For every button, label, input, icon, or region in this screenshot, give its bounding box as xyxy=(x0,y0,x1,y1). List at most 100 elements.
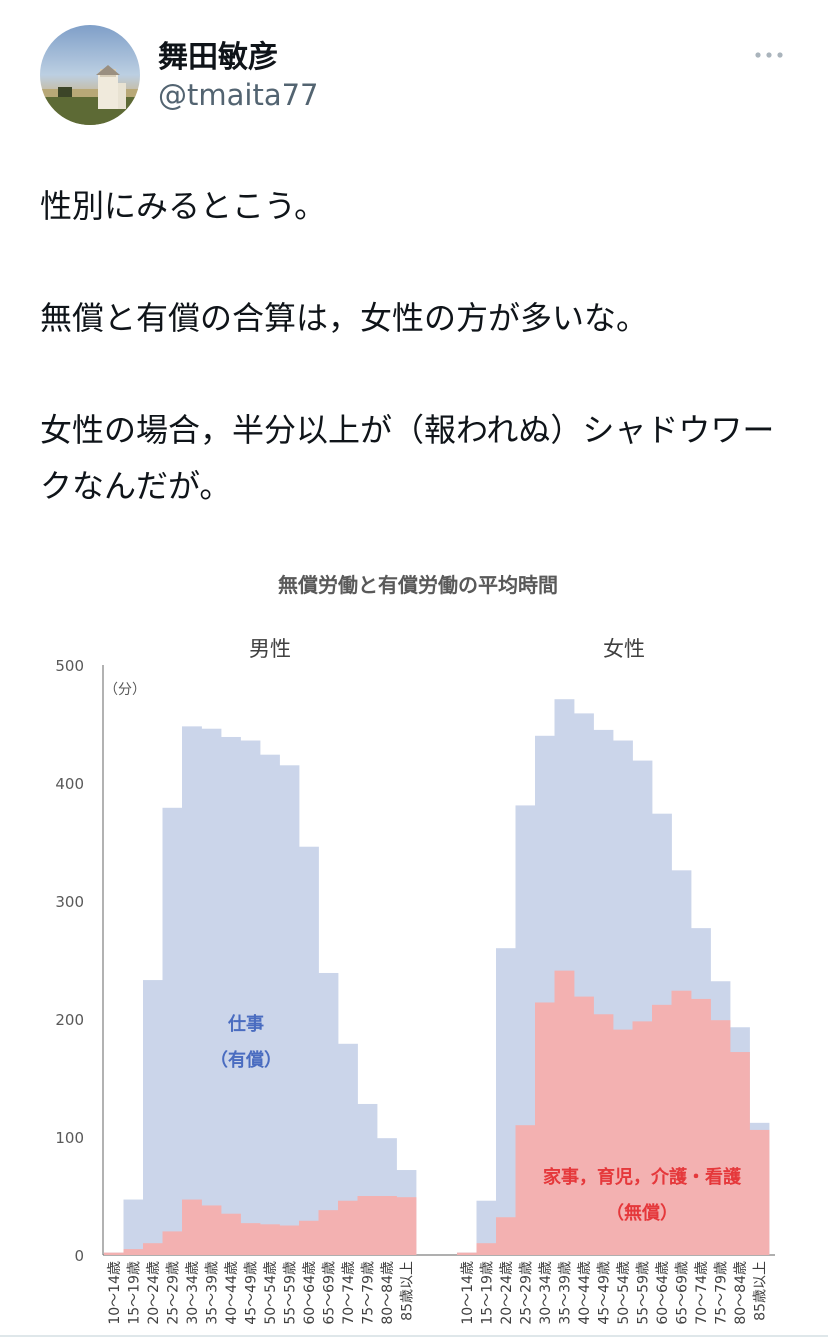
bar-paid xyxy=(162,807,183,1255)
bar-paid xyxy=(279,765,300,1255)
chart-title: 無償労働と有償労働の平均時間 xyxy=(278,573,558,597)
bar-unpaid xyxy=(221,1213,241,1255)
x-tick-label: 25～29歳 xyxy=(518,1261,534,1325)
y-tick-label: 200 xyxy=(55,1011,84,1029)
x-tick-label: 85歳以上 xyxy=(399,1261,415,1321)
bar-paid xyxy=(240,740,261,1255)
bar-unpaid xyxy=(515,1125,536,1255)
bar-unpaid xyxy=(730,1052,750,1255)
bar-paid xyxy=(123,1199,144,1255)
y-tick-label: 400 xyxy=(55,775,84,793)
y-tick-label: 0 xyxy=(74,1247,84,1265)
bar-unpaid xyxy=(535,1002,555,1255)
bar-unpaid xyxy=(162,1231,183,1255)
x-tick-label: 15～19歳 xyxy=(126,1261,142,1325)
annotation-paid-sub: （有償） xyxy=(210,1049,282,1071)
bar-paid xyxy=(182,726,202,1255)
y-unit-label: （分） xyxy=(104,682,146,698)
author-handle[interactable]: @tmaita77 xyxy=(158,78,319,112)
x-tick-label: 30～34歳 xyxy=(185,1261,201,1325)
bar-unpaid xyxy=(357,1196,378,1255)
attached-chart-image[interactable]: 無償労働と有償労働の平均時間 男性 女性 （分） 0 100 200 300 400 50… xyxy=(0,548,828,1335)
annotation-unpaid: 家事，育児，介護・看護 xyxy=(543,1166,742,1188)
bar-paid xyxy=(221,736,241,1255)
bar-unpaid xyxy=(299,1220,319,1255)
bar-unpaid xyxy=(240,1223,261,1255)
avatar[interactable] xyxy=(40,25,140,125)
bar-unpaid xyxy=(671,990,692,1255)
bar-paid xyxy=(299,846,319,1255)
bar-unpaid xyxy=(279,1225,300,1255)
x-tick-label: 75～79歳 xyxy=(713,1261,729,1325)
bar-unpaid xyxy=(632,1021,653,1255)
bar-paid xyxy=(318,972,339,1255)
tweet-paragraph: 女性の場合，半分以上が（報われぬ）シャドウワークなんだが。 xyxy=(40,411,775,505)
x-tick-label: 75～79歳 xyxy=(360,1261,376,1325)
bar-unpaid xyxy=(318,1210,339,1255)
bar-unpaid xyxy=(260,1224,280,1255)
author-name[interactable]: 舞田敏彦 xyxy=(158,40,278,75)
x-tick-label: 10～14歳 xyxy=(107,1261,123,1325)
tweet-paragraph: 無償と有償の合算は，女性の方が多いな。 xyxy=(40,299,649,337)
bar-unpaid xyxy=(749,1129,770,1255)
x-tick-label: 20～24歳 xyxy=(499,1261,515,1325)
x-tick-label: 25～29歳 xyxy=(165,1261,181,1325)
y-tick-label: 100 xyxy=(55,1129,84,1147)
panel-label-female: 女性 xyxy=(603,637,645,661)
bar-paid xyxy=(143,980,163,1255)
annotation-unpaid-sub: （無償） xyxy=(606,1202,678,1224)
x-tick-label: 30～34歳 xyxy=(538,1261,554,1325)
x-tick-label: 70～74歳 xyxy=(341,1261,357,1325)
x-tick-label: 45～49歳 xyxy=(243,1261,259,1325)
tweet-paragraph: 性別にみるとこう。 xyxy=(40,187,327,225)
x-tick-label: 55～59歳 xyxy=(282,1261,298,1325)
x-tick-label: 70～74歳 xyxy=(694,1261,710,1325)
x-tick-label: 80～84歳 xyxy=(380,1261,396,1325)
x-tick-label: 80～84歳 xyxy=(733,1261,749,1325)
x-tick-label: 50～54歳 xyxy=(263,1261,279,1325)
x-tick-label: 55～59歳 xyxy=(635,1261,651,1325)
bar-unpaid xyxy=(396,1197,417,1255)
bar-unpaid xyxy=(123,1249,144,1255)
avatar-image xyxy=(40,65,140,125)
bar-unpaid xyxy=(613,1029,633,1255)
bar-unpaid xyxy=(338,1200,358,1255)
x-tick-label: 35～39歳 xyxy=(204,1261,220,1325)
bar-unpaid xyxy=(377,1196,397,1255)
bar-paid xyxy=(260,754,280,1255)
y-tick-label: 300 xyxy=(55,893,84,911)
bar-unpaid xyxy=(593,1014,614,1255)
annotation-paid: 仕事 xyxy=(227,1013,264,1035)
bottom-divider xyxy=(0,1335,828,1337)
x-tick-label: 40～44歳 xyxy=(224,1261,240,1325)
bar-unpaid xyxy=(182,1199,202,1255)
x-tick-label: 40～44歳 xyxy=(577,1261,593,1325)
bar-unpaid xyxy=(554,970,575,1255)
x-tick-label: 60～64歳 xyxy=(655,1261,671,1325)
x-tick-label: 65～69歳 xyxy=(674,1261,690,1325)
x-tick-label: 85歳以上 xyxy=(752,1261,768,1321)
bar-unpaid xyxy=(652,1004,672,1255)
x-tick-label: 60～64歳 xyxy=(302,1261,318,1325)
more-horizontal-icon[interactable] xyxy=(752,40,786,70)
bar-unpaid xyxy=(476,1243,497,1255)
bar-unpaid xyxy=(457,1252,477,1255)
bar-paid xyxy=(201,728,222,1255)
more-dots-graphic xyxy=(755,52,783,58)
bars-group xyxy=(104,699,770,1255)
x-tick-label: 50～54歳 xyxy=(616,1261,632,1325)
bar-unpaid xyxy=(710,1020,731,1255)
panel-label-male: 男性 xyxy=(249,637,291,661)
bar-unpaid xyxy=(496,1217,516,1255)
x-tick-label: 20～24歳 xyxy=(146,1261,162,1325)
bar-paid xyxy=(476,1200,497,1255)
x-tick-labels: 10～14歳 15～19歳 20～24歳 25～29歳 30～34歳 35～39歳 40～4… xyxy=(107,1261,769,1325)
bar-unpaid xyxy=(691,998,711,1255)
x-tick-label: 15～19歳 xyxy=(479,1261,495,1325)
x-tick-label: 45～49歳 xyxy=(596,1261,612,1325)
x-tick-label: 35～39歳 xyxy=(557,1261,573,1325)
x-tick-label: 10～14歳 xyxy=(460,1261,476,1325)
bar-unpaid xyxy=(104,1252,124,1255)
x-tick-label: 65～69歳 xyxy=(321,1261,337,1325)
bar-unpaid xyxy=(201,1205,222,1255)
